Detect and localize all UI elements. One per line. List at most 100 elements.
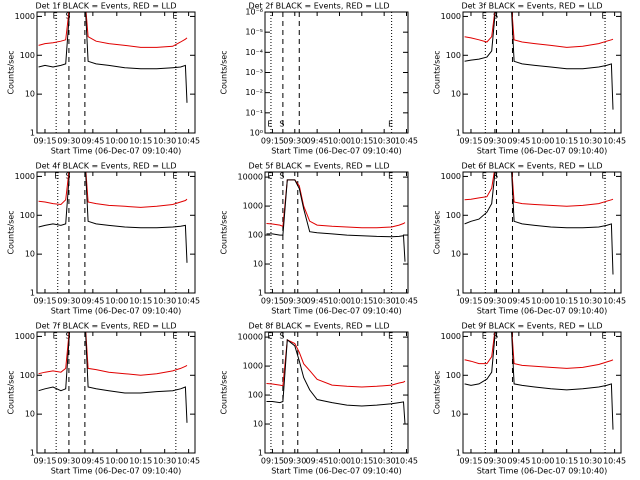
x-axis-label: Start Time (06-Dec-07 09:10:40): [51, 307, 182, 316]
x-tick-label: 10:30: [153, 297, 176, 306]
x-tick-label: 09:15: [459, 137, 482, 146]
x-tick-label: 09:30: [483, 457, 506, 466]
chart-title: Det 9f BLACK = Events, RED = LLD: [461, 322, 602, 331]
x-tick-label: 09:15: [459, 457, 482, 466]
x-tick-label: 09:30: [283, 297, 306, 306]
chart-title: Det 1f BLACK = Events, RED = LLD: [35, 2, 176, 11]
x-axis-label: Start Time (06-Dec-07 09:10:40): [271, 307, 402, 316]
y-tick-label: 10: [25, 410, 35, 419]
marker-label: S: [279, 332, 284, 341]
x-tick-label: 10:15: [350, 137, 373, 146]
x-tick-label: 09:30: [483, 137, 506, 146]
x-tick-label: 09:45: [507, 457, 530, 466]
x-tick-label: 10:00: [328, 297, 351, 306]
y-tick-label: 10: [451, 90, 461, 99]
x-axis-label: Start Time (06-Dec-07 09:10:40): [51, 147, 182, 156]
x-tick-label: 10:30: [373, 297, 396, 306]
x-tick-label: 09:15: [459, 297, 482, 306]
plot-frame: [462, 171, 622, 294]
marker-label: E: [482, 332, 487, 341]
chart-title: Det 8f BLACK = Events, RED = LLD: [248, 322, 389, 331]
marker-label: E: [172, 172, 177, 181]
y-tick-label: 1000: [15, 172, 35, 181]
plot-frame: [36, 171, 196, 294]
plot-frame: [264, 331, 409, 454]
y-axis-label: Counts/sec: [433, 50, 442, 94]
y-tick-label: 100: [20, 371, 35, 380]
marker-label: E: [267, 120, 272, 129]
x-tick-label: 10:30: [579, 137, 602, 146]
y-axis-label: Counts/sec: [7, 370, 16, 414]
y-tick-label: 1: [30, 129, 35, 138]
x-tick-label: 10:00: [531, 297, 554, 306]
x-tick-label: 10:45: [603, 297, 626, 306]
x-tick-label: 10:15: [555, 457, 578, 466]
series-line: [38, 172, 188, 263]
y-tick-label: 10⁻⁵: [245, 28, 263, 37]
x-tick-label: 10:45: [177, 457, 200, 466]
series-line: [38, 332, 188, 376]
y-tick-label: 1: [258, 289, 263, 298]
x-tick-label: 10:30: [153, 137, 176, 146]
y-tick-label: 1000: [243, 362, 263, 371]
y-tick-label: 100: [248, 231, 263, 240]
y-tick-label: 10: [451, 410, 461, 419]
y-tick-label: 100: [20, 51, 35, 60]
x-tick-label: 10:00: [531, 457, 554, 466]
x-tick-label: 10:00: [531, 137, 554, 146]
x-tick-label: 09:15: [261, 297, 284, 306]
x-tick-label: 10:15: [555, 297, 578, 306]
y-axis-label: Counts/sec: [7, 210, 16, 254]
x-tick-label: 09:15: [33, 137, 56, 146]
x-tick-label: 10:45: [395, 137, 418, 146]
marker-label: E: [172, 332, 177, 341]
x-tick-label: 09:45: [306, 297, 329, 306]
x-tick-label: 09:45: [507, 137, 530, 146]
y-tick-label: 10⁻³: [245, 68, 263, 77]
marker-label: E: [53, 332, 58, 341]
marker-label: S: [493, 12, 498, 21]
y-axis-label: Counts/sec: [7, 50, 16, 94]
y-tick-label: 1: [258, 449, 263, 458]
series-line: [38, 12, 188, 103]
y-tick-label: 100: [20, 211, 35, 220]
y-axis-label: Counts/sec: [433, 210, 442, 254]
plot-frame: [264, 171, 409, 294]
x-axis-label: Start Time (06-Dec-07 09:10:40): [477, 467, 608, 476]
x-tick-label: 09:45: [306, 137, 329, 146]
series-line: [266, 179, 406, 229]
marker-label: E: [267, 172, 272, 181]
y-tick-label: 1000: [441, 172, 461, 181]
marker-label: E: [172, 12, 177, 21]
x-tick-label: 09:30: [57, 137, 80, 146]
marker-label: E: [602, 332, 607, 341]
series-line: [38, 332, 188, 423]
x-tick-label: 10:30: [579, 297, 602, 306]
chart-title: Det 3f BLACK = Events, RED = LLD: [461, 2, 602, 11]
chart-title: Det 5f BLACK = Events, RED = LLD: [248, 162, 389, 171]
plot-frame: [36, 11, 196, 134]
y-tick-label: 1000: [243, 202, 263, 211]
y-tick-label: 10: [253, 260, 263, 269]
y-tick-label: 1: [30, 289, 35, 298]
y-tick-label: 10: [253, 420, 263, 429]
x-tick-label: 09:45: [306, 457, 329, 466]
y-tick-label: 10⁻⁶: [245, 8, 263, 17]
x-tick-label: 10:15: [350, 297, 373, 306]
x-tick-label: 10:15: [350, 457, 373, 466]
x-axis-label: Start Time (06-Dec-07 09:10:40): [271, 147, 402, 156]
x-axis-label: Start Time (06-Dec-07 09:10:40): [477, 147, 608, 156]
series-line: [464, 172, 614, 275]
x-tick-label: 10:00: [328, 457, 351, 466]
marker-label: E: [267, 332, 272, 341]
y-tick-label: 10⁻¹: [245, 108, 263, 117]
x-tick-label: 10:00: [105, 137, 128, 146]
x-tick-label: 10:00: [105, 457, 128, 466]
plot-frame: [462, 331, 622, 454]
x-tick-label: 10:45: [395, 457, 418, 466]
x-tick-label: 09:15: [261, 457, 284, 466]
y-tick-label: 1000: [15, 332, 35, 341]
series-line: [266, 338, 406, 425]
marker-label: S: [279, 120, 284, 129]
